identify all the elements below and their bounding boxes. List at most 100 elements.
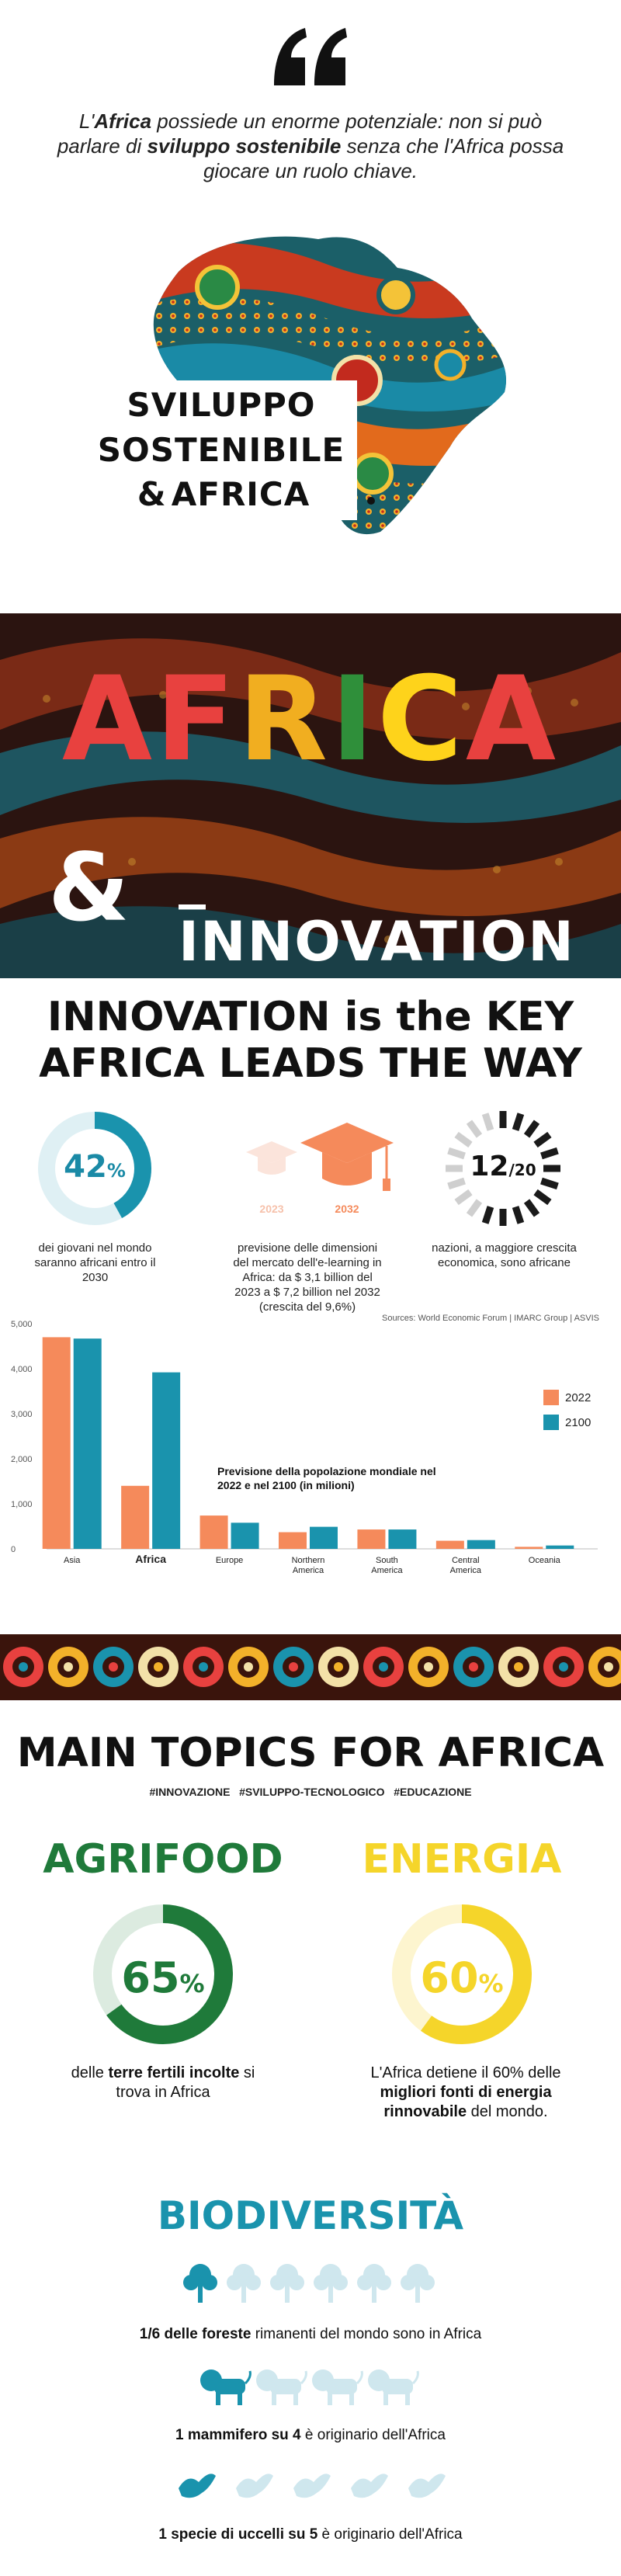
- gauge-tick: [540, 1147, 559, 1160]
- chart-title-line2: 2022 e nel 2100 (in milioni): [217, 1479, 355, 1491]
- logo-africa-word: AFRICA: [171, 475, 310, 513]
- ener-cap-pre: L'Africa detiene il 60% delle: [370, 2064, 561, 2081]
- pattern-circle-core: [559, 1662, 568, 1672]
- ampersand-icon: &: [137, 475, 167, 513]
- legend-label-2100: 2100: [565, 1416, 591, 1429]
- legend-swatch-2022: [543, 1390, 559, 1405]
- intro-quote: L'Africa possiede un enorme potenziale: …: [47, 109, 574, 183]
- lion-icon: [368, 2369, 419, 2405]
- pattern-circle-core: [244, 1662, 253, 1672]
- pattern-circle-core: [379, 1662, 388, 1672]
- pattern-strip: [0, 1634, 621, 1700]
- sources-note: Sources: World Economic Forum | IMARC Gr…: [382, 1314, 599, 1323]
- gauge-tick: [447, 1177, 466, 1190]
- chart-title-line1: Previsione della popolazione mondiale ne…: [217, 1465, 436, 1477]
- pattern-circle-core: [154, 1662, 163, 1672]
- banner-letter-5: A: [465, 652, 560, 787]
- tree-icon: [227, 2264, 261, 2303]
- bar-2022-northern-america: [279, 1532, 307, 1549]
- large-graduation-cap-icon: [300, 1123, 394, 1191]
- bird-icon: [179, 2474, 216, 2498]
- bar-2100-south-america: [388, 1529, 417, 1549]
- year-2023-label: 2023: [259, 1203, 283, 1215]
- bar-2100-asia: [73, 1338, 102, 1549]
- gauge-tick: [523, 1120, 540, 1138]
- x-tick-label: Europe: [216, 1556, 243, 1565]
- gauge-tick: [466, 1199, 483, 1217]
- graduation-cap-icons: 2023 2032: [246, 1123, 394, 1215]
- x-tick-label: Asia: [64, 1556, 81, 1565]
- y-tick-label: 0: [11, 1545, 16, 1554]
- forest-tree-icons: [183, 2264, 435, 2303]
- small-graduation-cap-icon: [246, 1141, 297, 1175]
- pattern-circle-core: [199, 1662, 208, 1672]
- innovation-heading-line2: AFRICA LEADS THE WAY: [39, 1040, 582, 1087]
- bar-2100-africa: [152, 1372, 181, 1549]
- tree-icon: [357, 2264, 391, 2303]
- x-tick-label: Central: [452, 1556, 479, 1565]
- svg-text:&: &: [48, 842, 130, 936]
- x-tick-label: America: [293, 1566, 324, 1575]
- topics-hashtags: #INNOVAZIONE #SVILUPPO-TECNOLOGICO #EDUC…: [149, 1786, 472, 1798]
- agrifood-caption: delle terre fertili incolte si trova in …: [54, 2064, 272, 2102]
- africa-colored-title: AFRICA: [0, 652, 621, 787]
- y-tick-label: 2,000: [11, 1455, 33, 1464]
- logo-line-sviluppo: SVILUPPO: [127, 386, 316, 424]
- x-tick-label: America: [450, 1566, 482, 1575]
- innovation-stats-section: INNOVATION is the KEY AFRICA LEADS THE W…: [0, 978, 621, 1634]
- bird-icon: [293, 2474, 331, 2498]
- y-tick-label: 4,000: [11, 1365, 33, 1374]
- bar-2100-oceania: [546, 1545, 574, 1549]
- bird-icon: [236, 2474, 273, 2498]
- pattern-circle-core: [469, 1662, 478, 1672]
- tree-icon: [314, 2264, 348, 2303]
- growth-caption: nazioni, a maggiore crescita economica, …: [432, 1241, 577, 1269]
- africa-pattern-map: [124, 236, 506, 535]
- innovation-word: _ INNOVATION: [179, 846, 575, 974]
- quote-part-1: Africa: [94, 109, 152, 133]
- x-tick-label: Oceania: [529, 1556, 561, 1565]
- forests-caption-bold: 1/6 delle foreste: [139, 2326, 252, 2342]
- youth-percent-unit: %: [106, 1160, 126, 1182]
- mammals-caption-bold: 1 mammifero su 4: [175, 2427, 301, 2443]
- pattern-circle-core: [64, 1662, 73, 1672]
- birds-caption-bold: 1 specie di uccelli su 5: [158, 2526, 318, 2543]
- ener-cap-post: del mondo.: [467, 2103, 548, 2120]
- mammals-caption-rest: è originario dell'Africa: [300, 2427, 446, 2443]
- banner-letter-0: A: [61, 652, 156, 787]
- energia-percent-label: 60%: [388, 1953, 536, 2002]
- agrifood-percent-unit: %: [179, 1969, 205, 1998]
- gauge-tick: [447, 1147, 466, 1160]
- bar-2022-central-america: [435, 1540, 464, 1549]
- agri-cap-pre: delle: [71, 2064, 109, 2081]
- banner-pattern-background: [0, 613, 621, 978]
- gauge-tick: [454, 1131, 473, 1148]
- youth-donut-chart: [38, 1112, 151, 1225]
- year-2032-label: 2032: [335, 1203, 359, 1215]
- y-tick-label: 3,000: [11, 1410, 33, 1419]
- quote-part-2: possiede un enorme potenziale: non si pu…: [57, 109, 543, 158]
- gauge-tick: [533, 1189, 552, 1206]
- pattern-circle-core: [334, 1662, 343, 1672]
- bar-2022-europe: [199, 1515, 228, 1549]
- lion-icon: [312, 2369, 363, 2405]
- elearning-caption: previsione delle dimensioni del mercato …: [233, 1241, 382, 1314]
- bar-2100-central-america: [467, 1540, 495, 1549]
- agrifood-percent-value: 65: [121, 1953, 180, 2002]
- forests-caption: 1/6 delle foreste rimanenti del mondo so…: [0, 2326, 621, 2343]
- gauge-tick: [512, 1113, 525, 1131]
- bar-2022-africa: [121, 1485, 150, 1549]
- bird-icon: [351, 2474, 388, 2498]
- lion-icon: [256, 2369, 307, 2405]
- ener-cap-bold: migliori fonti di energia rinnovabile: [380, 2084, 552, 2120]
- x-tick-label: South: [376, 1556, 398, 1565]
- bird-icons: [179, 2474, 446, 2498]
- lion-icon: [200, 2369, 252, 2405]
- topics-heading: MAIN TOPICS FOR AFRICA: [16, 1730, 605, 1776]
- intro-section: L'Africa possiede un enorme potenziale: …: [0, 0, 621, 613]
- birds-caption: 1 specie di uccelli su 5 è originario de…: [0, 2526, 621, 2543]
- banner-letter-4: C: [376, 652, 466, 787]
- pattern-circle-core: [109, 1662, 118, 1672]
- logo-line-africa: & AFRICA: [93, 475, 349, 513]
